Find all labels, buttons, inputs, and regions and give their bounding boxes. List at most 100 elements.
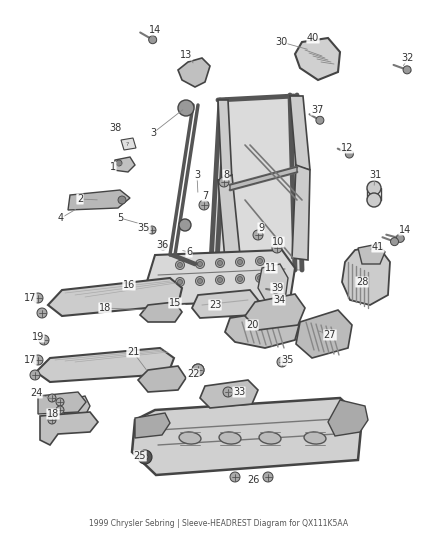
Circle shape: [33, 355, 43, 365]
Circle shape: [177, 262, 183, 268]
Circle shape: [218, 278, 223, 282]
Circle shape: [272, 243, 282, 253]
Text: 12: 12: [341, 143, 353, 153]
Polygon shape: [145, 250, 295, 305]
Text: 1999 Chrysler Sebring | Sleeve-HEADREST Diagram for QX111K5AA: 1999 Chrysler Sebring | Sleeve-HEADREST …: [89, 520, 349, 529]
Polygon shape: [210, 96, 303, 280]
Text: 33: 33: [233, 387, 245, 397]
Circle shape: [148, 36, 157, 44]
Text: 36: 36: [156, 240, 168, 250]
Circle shape: [367, 181, 381, 195]
Circle shape: [37, 308, 47, 318]
Circle shape: [215, 276, 225, 285]
Ellipse shape: [259, 432, 281, 444]
Circle shape: [345, 150, 353, 158]
Polygon shape: [342, 246, 390, 305]
Text: 5: 5: [117, 213, 123, 223]
Text: 17: 17: [24, 293, 36, 303]
Circle shape: [277, 357, 287, 367]
Text: 30: 30: [275, 37, 287, 47]
Polygon shape: [290, 96, 310, 170]
Circle shape: [118, 196, 126, 204]
Text: 35: 35: [281, 355, 293, 365]
Polygon shape: [48, 278, 182, 316]
Text: 28: 28: [356, 277, 368, 287]
Circle shape: [258, 276, 262, 280]
Text: 21: 21: [127, 347, 139, 357]
Circle shape: [263, 472, 273, 482]
Circle shape: [148, 226, 156, 234]
Circle shape: [199, 200, 209, 210]
Circle shape: [192, 364, 204, 376]
Text: 3: 3: [194, 170, 200, 180]
Polygon shape: [36, 348, 174, 382]
Circle shape: [396, 235, 404, 243]
Text: 39: 39: [271, 283, 283, 293]
Text: 22: 22: [187, 369, 199, 379]
Polygon shape: [178, 58, 210, 87]
Text: 27: 27: [324, 330, 336, 340]
Circle shape: [116, 160, 122, 166]
Ellipse shape: [219, 432, 241, 444]
Text: 25: 25: [134, 451, 146, 461]
Text: 11: 11: [265, 263, 277, 273]
Circle shape: [195, 260, 205, 269]
Circle shape: [138, 450, 152, 464]
Polygon shape: [140, 302, 182, 322]
Polygon shape: [60, 396, 90, 418]
Text: 32: 32: [402, 53, 414, 63]
Circle shape: [48, 394, 56, 402]
Circle shape: [223, 387, 233, 397]
Text: 18: 18: [99, 303, 111, 313]
Text: 20: 20: [246, 320, 258, 330]
Circle shape: [33, 293, 43, 303]
Text: 3: 3: [150, 128, 156, 138]
Text: 6: 6: [186, 247, 192, 257]
Circle shape: [218, 261, 223, 265]
Circle shape: [316, 116, 324, 124]
Polygon shape: [230, 167, 297, 190]
Circle shape: [253, 230, 263, 240]
Text: 37: 37: [311, 105, 323, 115]
Polygon shape: [225, 310, 300, 348]
Circle shape: [159, 242, 167, 250]
Circle shape: [177, 279, 183, 285]
Circle shape: [236, 257, 244, 266]
Text: 16: 16: [123, 280, 135, 290]
Circle shape: [30, 370, 40, 380]
Polygon shape: [121, 138, 136, 150]
Circle shape: [142, 454, 148, 460]
Circle shape: [192, 364, 204, 376]
Circle shape: [176, 278, 184, 287]
Polygon shape: [245, 294, 305, 330]
Text: 8: 8: [223, 170, 229, 180]
Polygon shape: [192, 290, 258, 318]
Circle shape: [178, 100, 194, 116]
Circle shape: [255, 273, 265, 282]
Text: 38: 38: [109, 123, 121, 133]
Circle shape: [236, 274, 244, 284]
Text: 18: 18: [47, 409, 59, 419]
Polygon shape: [68, 190, 130, 210]
Text: 7: 7: [202, 191, 208, 201]
Polygon shape: [292, 165, 310, 260]
Polygon shape: [295, 38, 340, 80]
Text: 2: 2: [77, 194, 83, 204]
Ellipse shape: [179, 432, 201, 444]
Polygon shape: [218, 100, 232, 185]
Text: 26: 26: [247, 475, 259, 485]
Polygon shape: [296, 310, 352, 358]
Polygon shape: [328, 400, 368, 436]
Circle shape: [403, 66, 411, 74]
Circle shape: [272, 288, 279, 294]
Circle shape: [56, 406, 64, 414]
Ellipse shape: [304, 432, 326, 444]
Circle shape: [237, 260, 243, 264]
Polygon shape: [218, 175, 240, 260]
Circle shape: [219, 177, 229, 187]
Text: 34: 34: [273, 295, 285, 305]
Circle shape: [198, 262, 202, 266]
Text: 15: 15: [169, 298, 181, 308]
Circle shape: [56, 398, 64, 406]
Polygon shape: [40, 412, 98, 445]
